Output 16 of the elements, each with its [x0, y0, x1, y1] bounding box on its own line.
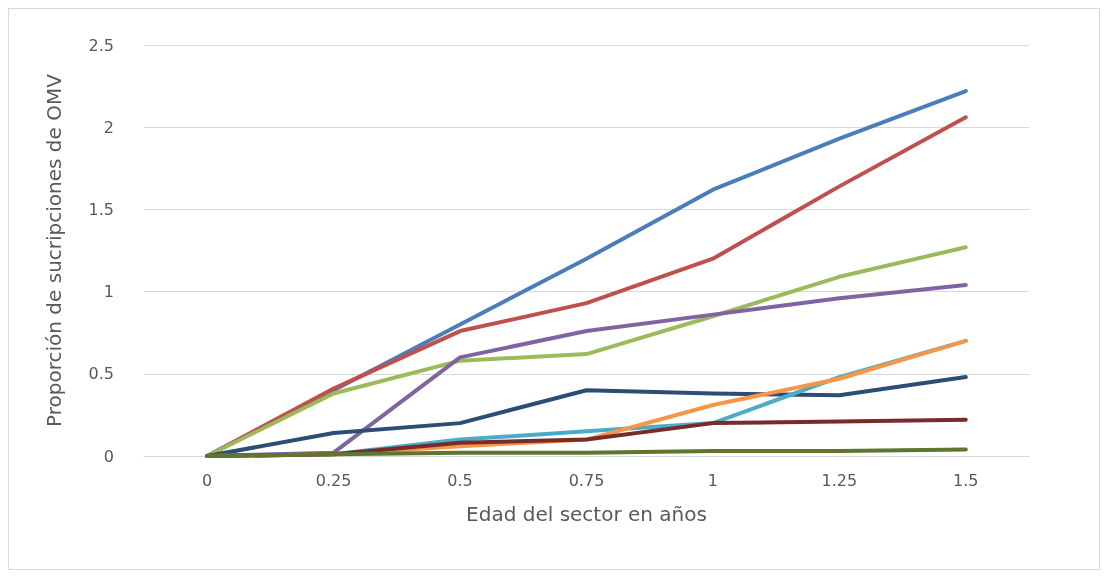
y-tick-label: 2	[103, 117, 114, 137]
x-tick-label: 0.75	[568, 470, 605, 490]
x-axis-title: Edad del sector en años	[466, 502, 707, 526]
y-tick-label: 0	[103, 446, 114, 466]
x-tick-label: 0.5	[447, 470, 473, 490]
y-tick-label: 1.5	[88, 199, 114, 219]
x-tick-label: 0	[202, 470, 213, 490]
y-axis-title: Proporción de sucripciones de OMV	[42, 73, 66, 427]
y-tick-label: 1	[103, 282, 114, 302]
y-tick-label: 2.5	[88, 35, 114, 55]
y-tick-label: 0.5	[88, 364, 114, 384]
x-tick-label: 1.25	[821, 470, 858, 490]
line-series	[205, 447, 968, 458]
x-tick-label: 1.5	[953, 470, 979, 490]
x-tick-label: 1	[707, 470, 719, 490]
x-tick-label: 0.25	[315, 470, 352, 490]
